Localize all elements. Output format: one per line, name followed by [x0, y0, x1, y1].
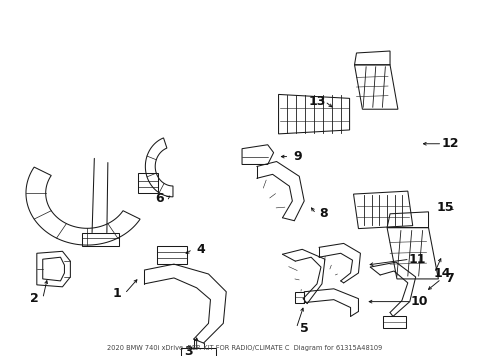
Text: 4: 4	[196, 243, 205, 256]
Text: 15: 15	[437, 201, 454, 215]
Text: 13: 13	[308, 95, 326, 108]
Text: 12: 12	[441, 137, 459, 150]
Text: 10: 10	[411, 295, 428, 308]
Text: 9: 9	[293, 150, 302, 163]
Text: 1: 1	[112, 287, 121, 300]
Text: 2020 BMW 740i xDrive  REP. KIT FOR RADIO/CLIMATE C  Diagram for 61315A48109: 2020 BMW 740i xDrive REP. KIT FOR RADIO/…	[107, 345, 383, 351]
Text: 14: 14	[434, 266, 451, 279]
Text: 7: 7	[445, 273, 454, 285]
Text: 11: 11	[409, 253, 426, 266]
Text: 3: 3	[184, 346, 193, 359]
Text: 5: 5	[300, 322, 309, 335]
Text: 6: 6	[155, 192, 164, 204]
Text: 8: 8	[319, 207, 328, 220]
Text: 2: 2	[30, 292, 39, 305]
